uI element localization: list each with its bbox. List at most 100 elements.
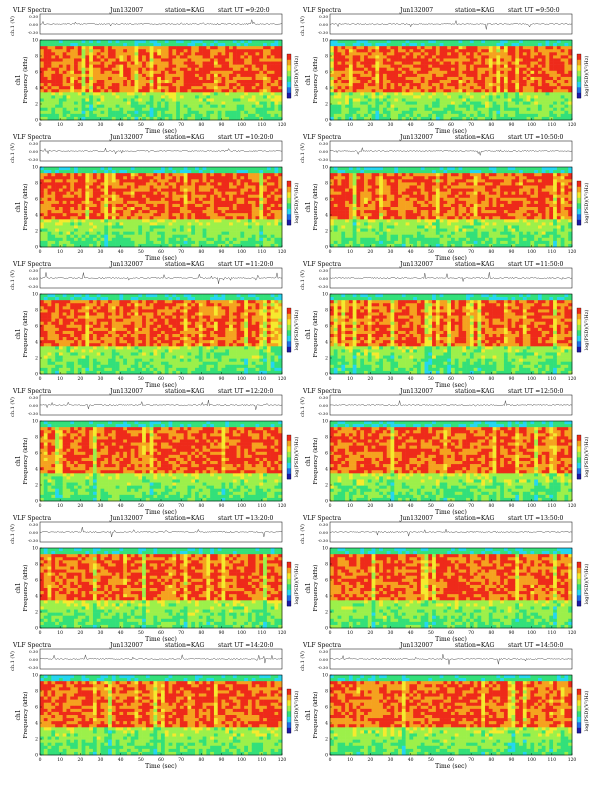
spectrogram-cell xyxy=(153,110,158,115)
spectrogram-cell xyxy=(278,76,283,81)
spectrogram-cell xyxy=(360,80,365,84)
spectrogram-cell xyxy=(153,101,158,105)
spectrogram-cell xyxy=(92,116,98,121)
spectrogram-cell xyxy=(394,46,399,50)
spectrogram-cell xyxy=(462,98,467,102)
spectrogram-cell xyxy=(451,64,456,68)
spectrogram-cell xyxy=(500,40,505,44)
spectrogram-cell xyxy=(232,116,237,121)
spectrogram-cell xyxy=(145,116,150,121)
spectrogram-cell xyxy=(398,110,403,115)
spectrogram-cell xyxy=(534,43,539,47)
spectrogram-cell xyxy=(485,80,490,84)
spectrogram-cell xyxy=(202,61,207,65)
spectrogram-cell xyxy=(401,116,406,121)
spectrogram-cell xyxy=(100,98,105,102)
spectrogram-cell xyxy=(123,200,128,205)
spectrogram-cell xyxy=(564,104,569,108)
spectrogram-cell xyxy=(55,55,60,59)
spectrogram-cell xyxy=(198,104,203,108)
spectrogram-cell xyxy=(556,86,561,90)
spectrogram-cell xyxy=(560,73,565,78)
spectrogram-cell xyxy=(134,73,139,78)
spectrogram-cell xyxy=(66,49,71,53)
spectrogram-cell xyxy=(142,76,147,81)
spectrogram-cell xyxy=(179,110,184,115)
spectrogram-cell xyxy=(161,46,166,50)
spectrogram-cell xyxy=(130,107,135,112)
spectrogram-cell xyxy=(43,237,48,242)
spectrogram-cell xyxy=(58,76,63,81)
spectrogram-cell xyxy=(251,210,256,214)
spectrogram-cell xyxy=(70,89,75,93)
spectrogram-cell xyxy=(462,58,467,62)
spectrogram-cell xyxy=(183,185,188,189)
spectrogram-cell xyxy=(138,207,143,211)
spectrogram-cell xyxy=(537,116,543,121)
spectrogram-cell xyxy=(375,55,380,59)
spectrogram-cell xyxy=(251,213,256,217)
spectrogram-cell xyxy=(259,101,264,105)
spectrogram-cell xyxy=(51,73,56,78)
spectrogram-cell xyxy=(386,86,391,90)
spectrogram-cell xyxy=(564,86,569,90)
spectrogram-cell xyxy=(225,207,230,211)
spectrogram-cell xyxy=(96,89,101,93)
spectrogram-cell xyxy=(217,55,222,59)
spectrogram-cell xyxy=(55,167,60,171)
spectrogram-cell xyxy=(195,222,200,226)
spectrogram-cell xyxy=(229,76,234,81)
spectrogram-cell xyxy=(74,70,79,75)
spectrogram-cell xyxy=(500,116,505,121)
spectrogram-cell xyxy=(161,194,166,199)
spectrogram-cell xyxy=(443,104,448,108)
spectrogram-cell xyxy=(145,70,150,75)
spectrogram-cell xyxy=(401,107,406,112)
spectrogram-cell xyxy=(221,210,226,214)
spectrogram-cell xyxy=(356,40,361,44)
spectrogram-cell xyxy=(172,228,177,232)
spectrogram-cell xyxy=(251,64,256,68)
spectrogram-cell xyxy=(259,176,264,180)
spectrogram-cell xyxy=(270,110,275,115)
spectrogram-cell xyxy=(278,92,283,96)
spectrogram-cell xyxy=(100,207,105,211)
spectrogram-cell xyxy=(202,116,207,121)
spectrogram-cell xyxy=(390,61,395,65)
spectrogram-cell xyxy=(191,55,196,59)
spectrogram-cell xyxy=(401,55,406,59)
spectrogram-cell xyxy=(515,64,520,68)
spectrogram-cell xyxy=(541,43,546,47)
spectrogram-cell xyxy=(356,107,361,112)
spectrogram-cell xyxy=(511,73,516,78)
spectrogram-cell xyxy=(85,207,90,211)
spectrogram-cell xyxy=(210,170,215,174)
spectrogram-cell xyxy=(352,55,357,59)
spectrogram-cell xyxy=(195,52,200,56)
spectrogram-cell xyxy=(77,225,82,229)
spectrogram-cell xyxy=(537,52,543,56)
spectrogram-cell xyxy=(416,67,422,72)
spectrogram-cell xyxy=(134,64,139,68)
spectrogram-cell xyxy=(236,170,241,174)
spectrogram-cell xyxy=(43,170,48,174)
spectrogram-cell xyxy=(333,80,338,84)
spectrogram-cell xyxy=(206,104,211,108)
spectrogram-cell xyxy=(356,67,361,72)
spectrogram-cell xyxy=(168,240,173,245)
spectrogram-cell xyxy=(522,116,527,121)
spectrogram-cell xyxy=(51,188,56,192)
spectrogram-cell xyxy=(108,40,113,44)
time-tick-label: 70 xyxy=(468,122,474,128)
spectrogram-cell xyxy=(130,86,135,90)
freq-tick-label: 0 xyxy=(325,118,328,124)
spectrogram-cell xyxy=(545,49,550,53)
spectrogram-cell xyxy=(481,107,486,112)
spectrogram-cell xyxy=(104,200,109,205)
spectrogram-cell xyxy=(229,194,234,199)
spectrogram-cell xyxy=(382,101,388,105)
spectrogram-cell xyxy=(420,83,425,87)
spectrogram-cell xyxy=(394,95,399,99)
spectrogram-cell xyxy=(221,73,226,78)
spectrogram-cell xyxy=(221,197,226,202)
